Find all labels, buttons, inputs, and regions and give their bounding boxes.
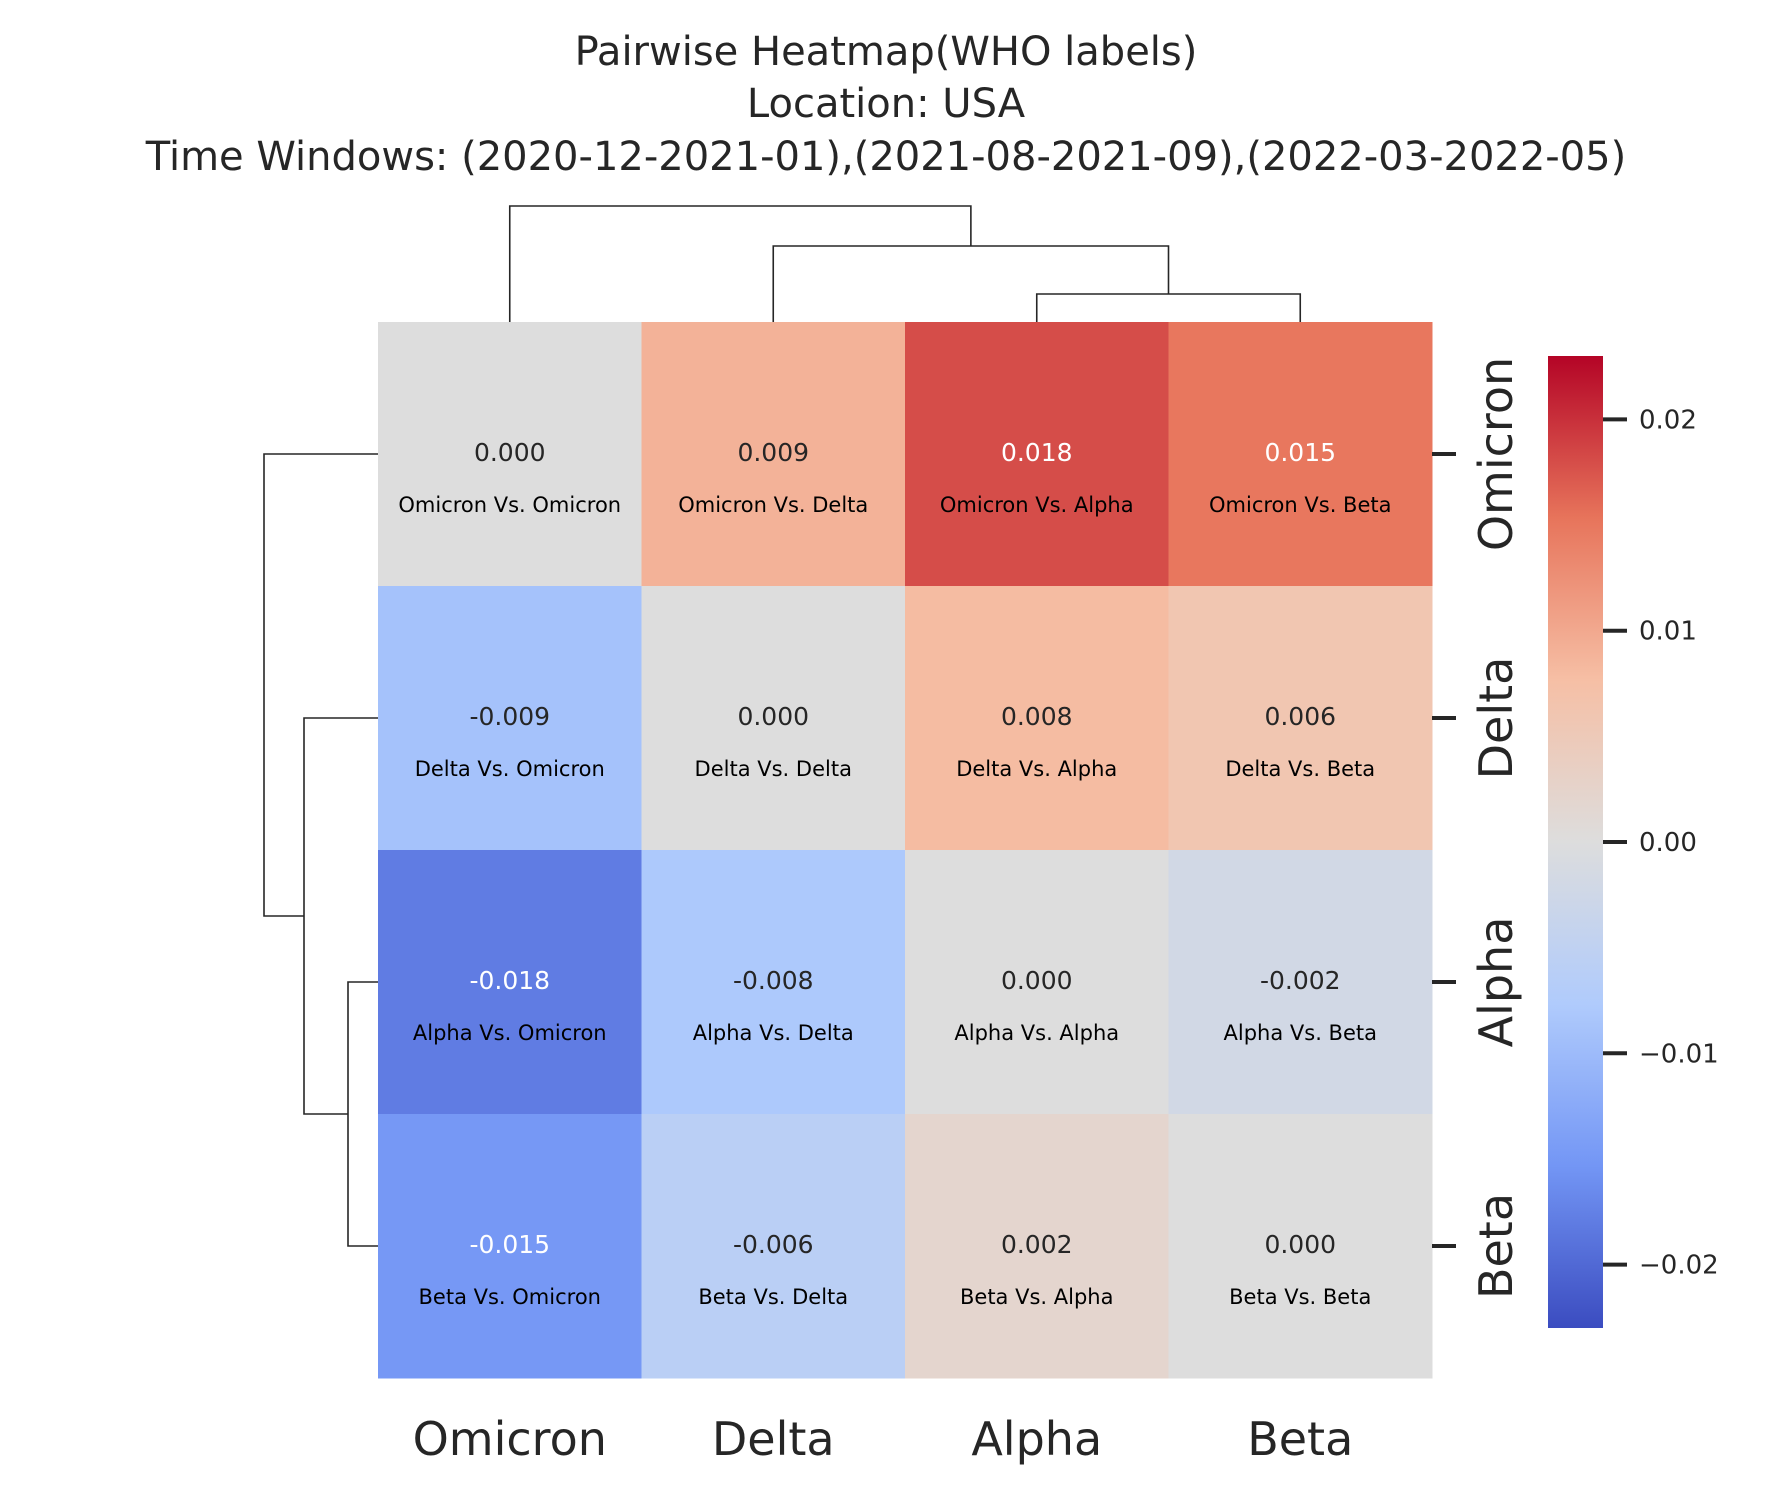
heatmap-cell: -0.008 Alpha Vs. Delta (641, 850, 906, 1115)
cell-value-label: 0.015 (1264, 438, 1336, 467)
heatmap-cell: 0.008 Delta Vs. Alpha (905, 586, 1169, 851)
cell-value-label: -0.008 (733, 966, 814, 995)
cell-pair-label: Beta Vs. Alpha (960, 1285, 1113, 1309)
heatmap-cell: 0.002 Beta Vs. Alpha (905, 1114, 1169, 1379)
cell-value-label: -0.018 (469, 966, 550, 995)
cell-value-label: 0.018 (1001, 438, 1073, 467)
cell-value-label: -0.006 (733, 1230, 814, 1259)
cell-pair-label: Beta Vs. Beta (1229, 1285, 1371, 1309)
heatmap-cell-rect (378, 850, 642, 1115)
heatmap-cell: 0.000 Delta Vs. Delta (641, 586, 906, 851)
colorbar-tick-label: 0.00 (1639, 828, 1697, 858)
row-axis-labels: Omicron Delta Alpha Beta (1432, 357, 1523, 1299)
row-dendrogram-link (263, 453, 378, 917)
column-axis-labels: Omicron Delta Alpha Beta (413, 1412, 1354, 1466)
row-dendrogram-link (347, 981, 378, 1247)
cell-pair-label: Omicron Vs. Alpha (940, 493, 1134, 517)
heatmap-cell: -0.009 Delta Vs. Omicron (378, 586, 642, 851)
cell-pair-label: Alpha Vs. Alpha (954, 1021, 1119, 1045)
heatmap-cell: -0.006 Beta Vs. Delta (641, 1114, 906, 1379)
column-label: Omicron (413, 1412, 607, 1466)
heatmap-cell: -0.018 Alpha Vs. Omicron (378, 850, 642, 1115)
colorbar-tick-label: −0.01 (1639, 1039, 1719, 1069)
heatmap-cell-rect (905, 322, 1169, 587)
heatmap-cell-rect (905, 1114, 1169, 1379)
heatmap-cell: 0.018 Omicron Vs. Alpha (905, 322, 1169, 587)
colorbar-tick-label: 0.01 (1639, 617, 1697, 647)
heatmap-cell-rect (378, 586, 642, 851)
subtitle-location: Location: USA (747, 81, 1026, 127)
cell-pair-label: Alpha Vs. Beta (1224, 1021, 1377, 1045)
heatmap-cell: -0.002 Alpha Vs. Beta (1168, 850, 1433, 1115)
column-dendrogram-link (1035, 293, 1302, 322)
column-dendrogram-link (508, 205, 972, 322)
heatmap-cell-rect (641, 850, 906, 1115)
cell-pair-label: Delta Vs. Omicron (415, 757, 605, 781)
cell-pair-label: Delta Vs. Alpha (956, 757, 1117, 781)
cell-pair-label: Alpha Vs. Omicron (413, 1021, 607, 1045)
cell-value-label: 0.006 (1264, 702, 1336, 731)
heatmap-cell-rect (1168, 1114, 1433, 1379)
cell-pair-label: Beta Vs. Delta (698, 1285, 848, 1309)
cell-pair-label: Omicron Vs. Beta (1209, 493, 1391, 517)
row-label: Beta (1469, 1193, 1523, 1299)
subtitle-time-windows: Time Windows: (2020-12-2021-01),(2021-08… (145, 134, 1627, 180)
row-label: Delta (1469, 657, 1523, 780)
row-dendrogram-link (303, 717, 378, 1115)
row-dendrogram (263, 453, 378, 1247)
heatmap-cell-rect (378, 322, 642, 587)
cell-pair-label: Delta Vs. Beta (1225, 757, 1375, 781)
cell-pair-label: Omicron Vs. Omicron (398, 493, 621, 517)
heatmap-cell-rect (641, 1114, 906, 1379)
cell-value-label: -0.009 (469, 702, 550, 731)
heatmap-cells: 0.000 Omicron Vs. Omicron 0.009 Omicron Vs.… (378, 322, 1433, 1379)
column-label: Alpha (971, 1412, 1102, 1466)
heatmap-cell-rect (378, 1114, 642, 1379)
heatmap-cell-rect (905, 586, 1169, 851)
heatmap-cell: 0.006 Delta Vs. Beta (1168, 586, 1433, 851)
heatmap-cell: 0.015 Omicron Vs. Beta (1168, 322, 1433, 587)
cell-pair-label: Alpha Vs. Delta (693, 1021, 854, 1045)
row-label: Omicron (1469, 357, 1523, 551)
cell-value-label: 0.000 (474, 438, 546, 467)
cell-pair-label: Beta Vs. Omicron (419, 1285, 601, 1309)
cell-pair-label: Omicron Vs. Delta (678, 493, 868, 517)
column-label: Delta (712, 1412, 835, 1466)
cell-value-label: 0.002 (1001, 1230, 1073, 1259)
cell-value-label: 0.000 (737, 702, 809, 731)
heatmap-cell-rect (1168, 322, 1433, 587)
heatmap-cell-rect (1168, 850, 1433, 1115)
heatmap-cell: 0.000 Alpha Vs. Alpha (905, 850, 1169, 1115)
cell-pair-label: Delta Vs. Delta (695, 757, 852, 781)
colorbar-tick-label: 0.02 (1639, 405, 1697, 435)
colorbar-tick-label: −0.02 (1639, 1251, 1719, 1281)
heatmap-cell: -0.015 Beta Vs. Omicron (378, 1114, 642, 1379)
heatmap-cell: 0.000 Beta Vs. Beta (1168, 1114, 1433, 1379)
colorbar-gradient (1548, 356, 1603, 1328)
cell-value-label: -0.015 (469, 1230, 550, 1259)
cell-value-label: -0.002 (1260, 966, 1341, 995)
column-dendrogram (508, 205, 1302, 322)
column-dendrogram-link (772, 245, 1170, 322)
heatmap-cell-rect (641, 322, 906, 587)
heatmap-cell: 0.000 Omicron Vs. Omicron (378, 322, 642, 587)
cell-value-label: 0.000 (1264, 1230, 1336, 1259)
heatmap-cell: 0.009 Omicron Vs. Delta (641, 322, 906, 587)
heatmap-cell-rect (905, 850, 1169, 1115)
chart-title: Pairwise Heatmap(WHO labels) Location: U… (145, 29, 1627, 180)
cell-value-label: 0.000 (1001, 966, 1073, 995)
heatmap-cell-rect (641, 586, 906, 851)
title-line: Pairwise Heatmap(WHO labels) (575, 29, 1198, 75)
cell-value-label: 0.009 (737, 438, 809, 467)
heatmap-cell-rect (1168, 586, 1433, 851)
column-label: Beta (1247, 1412, 1353, 1466)
colorbar: 0.02 0.01 0.00 −0.01 −0.02 (1548, 356, 1719, 1328)
row-label: Alpha (1469, 917, 1523, 1048)
cell-value-label: 0.008 (1001, 702, 1073, 731)
